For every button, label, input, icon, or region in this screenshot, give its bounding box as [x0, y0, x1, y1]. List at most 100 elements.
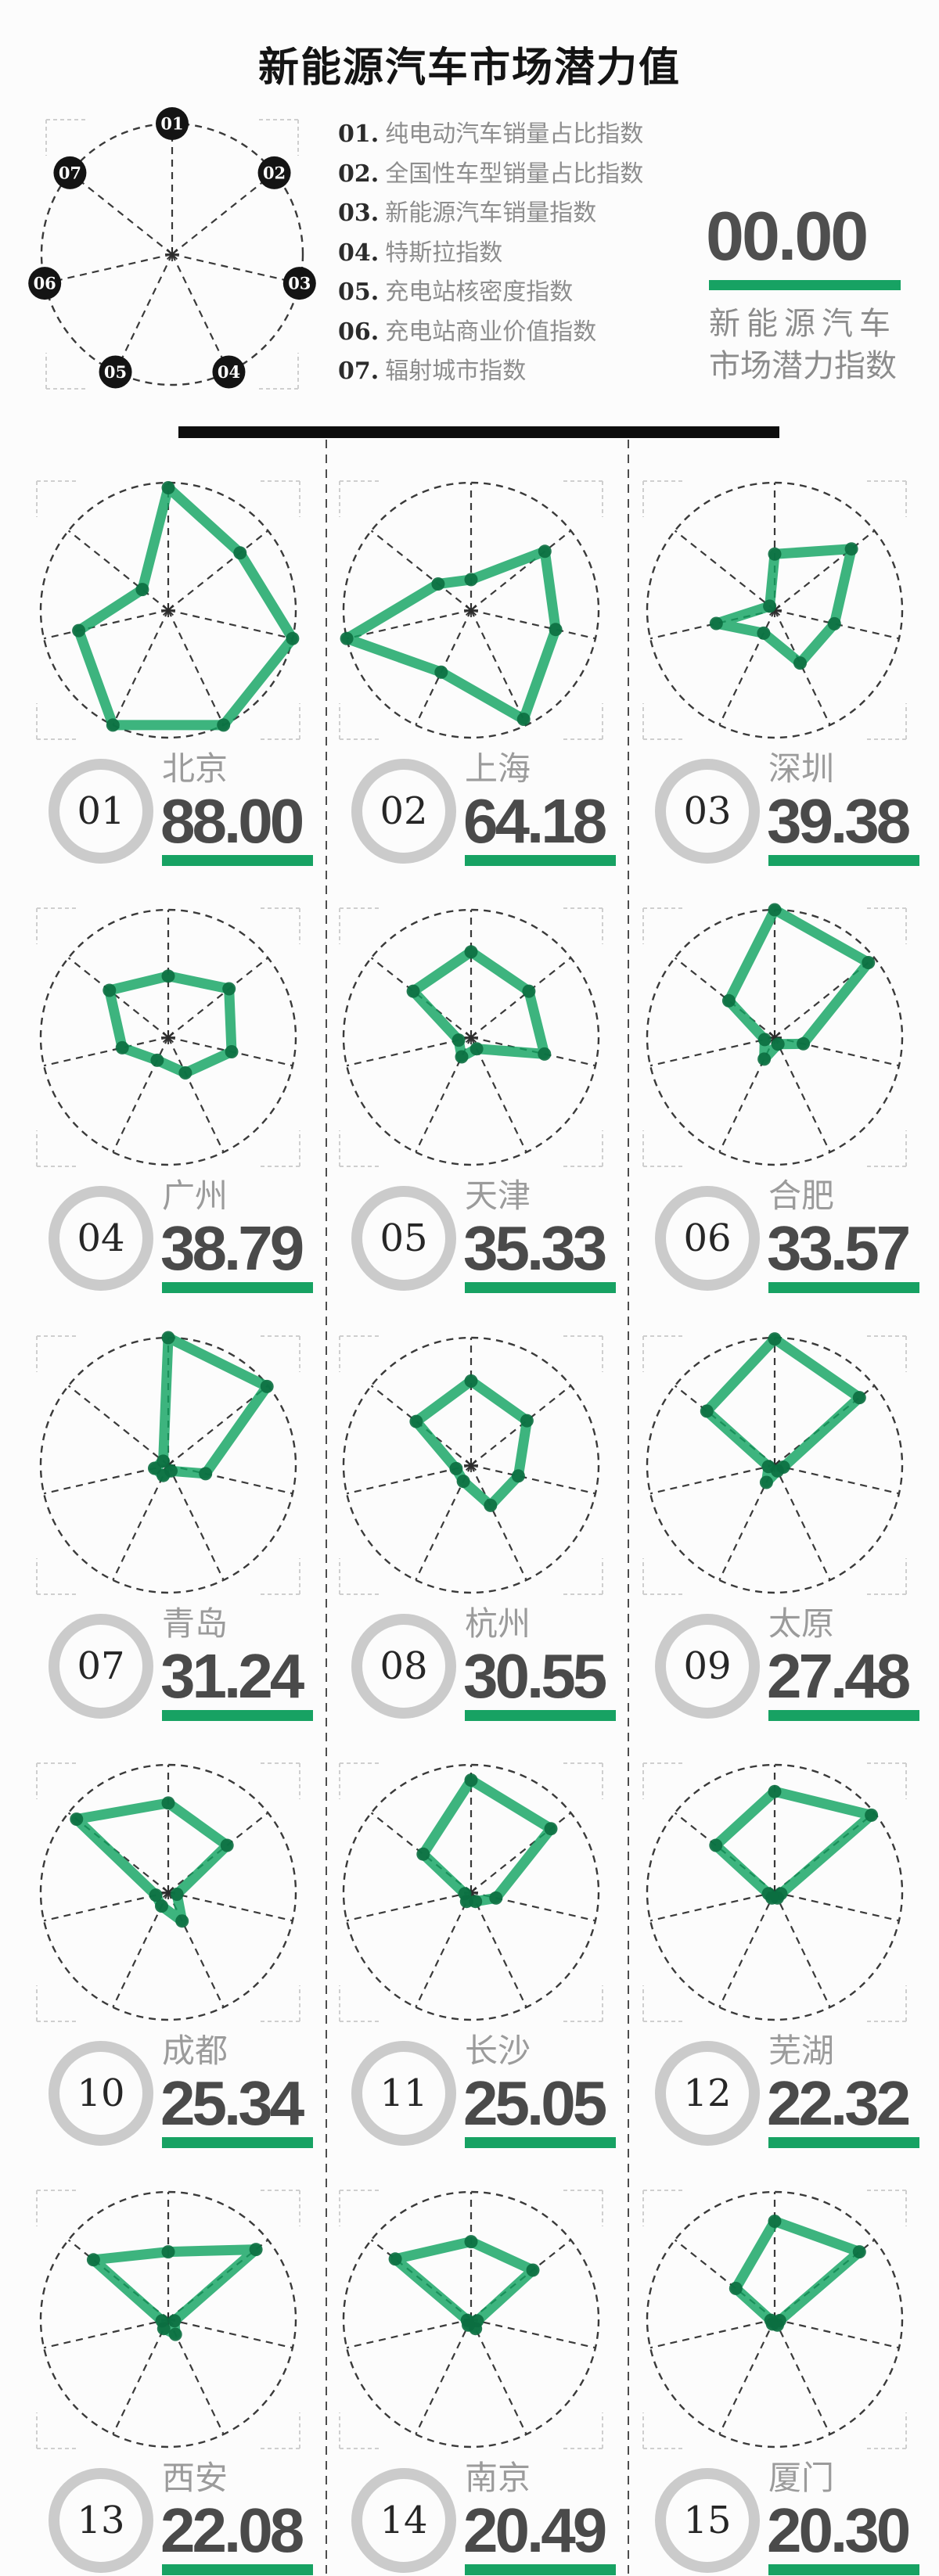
radar-vertex-dot [729, 2281, 743, 2295]
radar-outer-circle [342, 2190, 600, 2448]
potential-score: 88.00 [160, 786, 304, 856]
radar-vertex-dot [516, 713, 531, 726]
radar-vertex-dot [460, 2313, 474, 2327]
radar-value-polygon [341, 546, 561, 724]
radar-chart [307, 1301, 635, 1629]
legend-node-number: 01 [160, 114, 183, 134]
radar-value-polygon [418, 1775, 556, 1907]
rank-number: 08 [380, 1644, 428, 1688]
radar-axis-line [774, 1464, 831, 1581]
radar-vertex-dot [757, 626, 771, 640]
legend-item-number: 02. [338, 160, 380, 188]
potential-score: 30.55 [463, 1641, 607, 1711]
potential-score: 33.57 [767, 1213, 911, 1283]
legend-item: 03. 新能源汽车销量指数 [338, 193, 596, 228]
center-star-icon [162, 604, 174, 616]
radar-axis-line [112, 609, 169, 726]
legend-node-circle [53, 156, 87, 189]
legend-item-number: 04. [338, 239, 380, 267]
rank-badge: 11 [351, 2041, 456, 2146]
radar-vertex-dot [522, 984, 536, 998]
center-star-icon [465, 1031, 477, 1044]
radar-vertex-dot [155, 2314, 169, 2328]
radar-vertex-dot [340, 631, 354, 645]
radar-axis-line [69, 172, 173, 255]
radar-value-polygon [711, 1786, 877, 1903]
legend-item-label: 辐射城市指数 [385, 358, 527, 384]
center-star-icon [166, 248, 178, 260]
radar-vertex-dot [763, 599, 777, 613]
radar-chart [4, 1301, 333, 1629]
radar-axis-line [167, 2318, 293, 2349]
radar-vertex-dot [544, 1822, 558, 1836]
city-name: 天津 [465, 1177, 531, 1214]
radar-axis-line [774, 2319, 831, 2435]
radar-axis-line [167, 1037, 225, 1153]
rank-number: 13 [77, 2499, 125, 2542]
radar-vertex-dot [757, 1033, 772, 1047]
radar-axis-line [415, 1464, 472, 1581]
legend-item-number: 06. [338, 318, 380, 346]
radar-axis-line [649, 1464, 775, 1495]
radar-axis-line [774, 530, 876, 611]
score-underline [465, 1282, 616, 1293]
radar-vertex-dot [764, 2313, 778, 2327]
radar-axis-line [470, 530, 572, 611]
radar-vertex-dot [757, 1052, 772, 1066]
radar-chart [307, 873, 635, 1202]
radar-vertex-dot [103, 983, 117, 997]
radar-axis-line [43, 1891, 169, 1922]
legend-node-circle [28, 267, 62, 300]
radar-vertex-dot [549, 623, 563, 637]
legend-node-number: 03 [288, 274, 311, 293]
city-name: 北京 [162, 750, 228, 787]
radar-value-polygon [411, 1375, 532, 1511]
radar-vertex-dot [797, 1037, 811, 1051]
city-name: 上海 [465, 750, 531, 787]
rank-number: 02 [380, 789, 428, 833]
potential-score: 35.33 [463, 1213, 607, 1283]
radar-axis-line [470, 1464, 596, 1495]
score-underline [162, 2564, 313, 2575]
center-star-icon [465, 604, 477, 616]
radar-axis-line [718, 609, 775, 726]
legend-node-circle [257, 156, 291, 189]
score-underline [768, 2137, 919, 2148]
rank-badge: 07 [49, 1614, 153, 1719]
radar-axis-line [415, 1037, 472, 1153]
rank-number: 14 [380, 2499, 428, 2542]
city-card: 05 天津 35.33 [307, 873, 635, 1311]
radar-chart [4, 446, 333, 774]
radar-axis-line [774, 1891, 900, 1922]
radar-vertex-dot [464, 1773, 478, 1787]
rank-number: 11 [380, 2071, 428, 2115]
radar-vertex-dot [449, 1461, 463, 1475]
potential-score: 25.34 [160, 2068, 304, 2138]
potential-score: 20.49 [463, 2495, 607, 2565]
city-card: 15 厦门 20.30 [610, 2155, 939, 2576]
rank-badge: 03 [655, 759, 760, 864]
radar-outer-circle [342, 908, 600, 1166]
radar-vertex-dot [86, 2253, 100, 2267]
potential-score: 25.05 [463, 2068, 607, 2138]
radar-value-polygon [104, 971, 237, 1078]
radar-axis-line [718, 1892, 775, 2008]
city-name: 南京 [465, 2459, 531, 2496]
score-underline [465, 2137, 616, 2148]
city-name: 杭州 [465, 1605, 531, 1642]
radar-axis-line [67, 1385, 169, 1466]
radar-vertex-dot [709, 1838, 723, 1852]
radar-vertex-dot [761, 1887, 775, 1901]
city-card: 04 广州 38.79 [4, 873, 333, 1311]
city-name: 长沙 [465, 2032, 531, 2069]
rank-badge: 09 [655, 1614, 760, 1719]
radar-axis-line [167, 2319, 225, 2435]
rank-number: 07 [77, 1644, 125, 1688]
radar-axis-line [43, 2318, 169, 2349]
radar-vertex-dot [768, 2215, 782, 2228]
rank-number: 01 [77, 789, 125, 833]
radar-vertex-dot [233, 546, 247, 560]
radar-vertex-dot [178, 1066, 192, 1080]
radar-value-polygon [711, 544, 857, 669]
potential-score: 64.18 [463, 786, 607, 856]
